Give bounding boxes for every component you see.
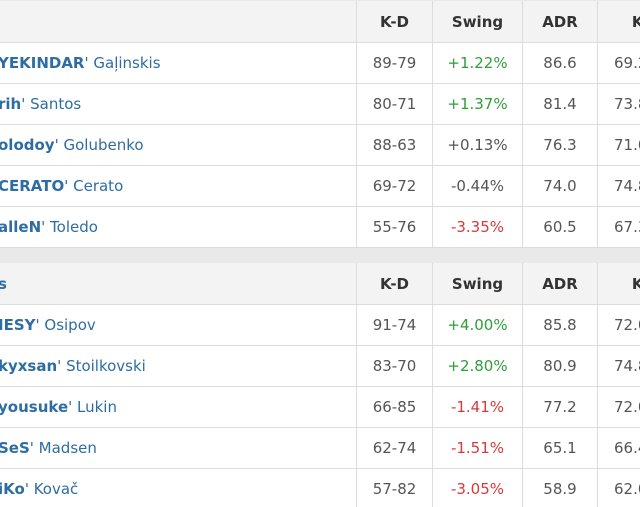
column-header[interactable]: Swing [433,1,523,43]
adr: 77.2 [523,387,598,428]
player-surname: ' Gaļinskis [84,54,161,72]
player-name[interactable]: IESY ' Osipov [0,305,357,346]
player-surname: ' Golubenko [54,136,144,154]
kast: 71.0 [598,125,640,166]
player-name[interactable]: iKo ' Kovač [0,469,357,507]
adr: 81.4 [523,84,598,125]
column-header[interactable]: Swing [433,263,523,305]
player-nick: yousuke [0,398,69,416]
player-name[interactable]: YEKINDAR ' Gaļinskis [0,43,357,84]
player-name[interactable]: olodoy ' Golubenko [0,125,357,166]
adr: 60.5 [523,207,598,248]
player-surname: ' Santos [21,95,82,113]
player-surname: ' Cerato [64,177,124,195]
adr: 80.9 [523,346,598,387]
column-header[interactable]: KA [598,1,640,43]
player-surname: ' Toledo [41,218,98,236]
player-name[interactable]: CERATO ' Cerato [0,166,357,207]
kast: 72.0 [598,305,640,346]
player-name[interactable]: allеN ' Toledo [0,207,357,248]
swing: +2.80% [433,346,523,387]
kast: 74.8 [598,346,640,387]
player-nick: olodoy [0,136,55,154]
swing: +1.37% [433,84,523,125]
kd: 91-74 [357,305,433,346]
adr: 76.3 [523,125,598,166]
adr: 58.9 [523,469,598,507]
kast: 66.4 [598,428,640,469]
kd: 66-85 [357,387,433,428]
player-nick: kyxsan [0,357,58,375]
kd: 69-72 [357,166,433,207]
player-nick: IESY [0,316,36,334]
adr: 74.0 [523,166,598,207]
swing: +1.22% [433,43,523,84]
adr: 86.6 [523,43,598,84]
kast: 69.2 [598,43,640,84]
player-name[interactable]: rih ' Santos [0,84,357,125]
kd: 57-82 [357,469,433,507]
swing: +0.13% [433,125,523,166]
column-header[interactable]: K-D [357,1,433,43]
kd: 80-71 [357,84,433,125]
kd: 62-74 [357,428,433,469]
swing: -0.44% [433,166,523,207]
player-surname: ' Madsen [29,439,97,457]
column-header[interactable]: ADR [523,1,598,43]
player-surname: ' Lukin [68,398,117,416]
player-surname: ' Osipov [35,316,96,334]
player-surname: ' Stoilkovski [57,357,146,375]
name-header: s [0,263,357,305]
column-header[interactable]: K-D [357,263,433,305]
player-nick: CERATO [0,177,65,195]
player-name[interactable]: yousuke ' Lukin [0,387,357,428]
player-nick: YEKINDAR [0,54,85,72]
column-header[interactable]: ADR [523,263,598,305]
player-nick: rih [0,95,22,113]
adr: 85.8 [523,305,598,346]
kd: 83-70 [357,346,433,387]
kast: 62.0 [598,469,640,507]
player-surname: ' Kovač [24,480,79,498]
kd: 88-63 [357,125,433,166]
column-header[interactable]: KA [598,263,640,305]
swing: -1.41% [433,387,523,428]
kd: 89-79 [357,43,433,84]
player-nick: iKo [0,480,25,498]
player-name[interactable]: kyxsan ' Stoilkovski [0,346,357,387]
swing: -3.35% [433,207,523,248]
player-nick: SeS [0,439,30,457]
swing: -1.51% [433,428,523,469]
kast: 73.8 [598,84,640,125]
kast: 67.3 [598,207,640,248]
swing: +4.00% [433,305,523,346]
name-header [0,1,357,43]
adr: 65.1 [523,428,598,469]
kast: 72.0 [598,387,640,428]
kast: 74.8 [598,166,640,207]
swing: -3.05% [433,469,523,507]
player-nick: allеN [0,218,42,236]
kd: 55-76 [357,207,433,248]
player-name[interactable]: SeS ' Madsen [0,428,357,469]
